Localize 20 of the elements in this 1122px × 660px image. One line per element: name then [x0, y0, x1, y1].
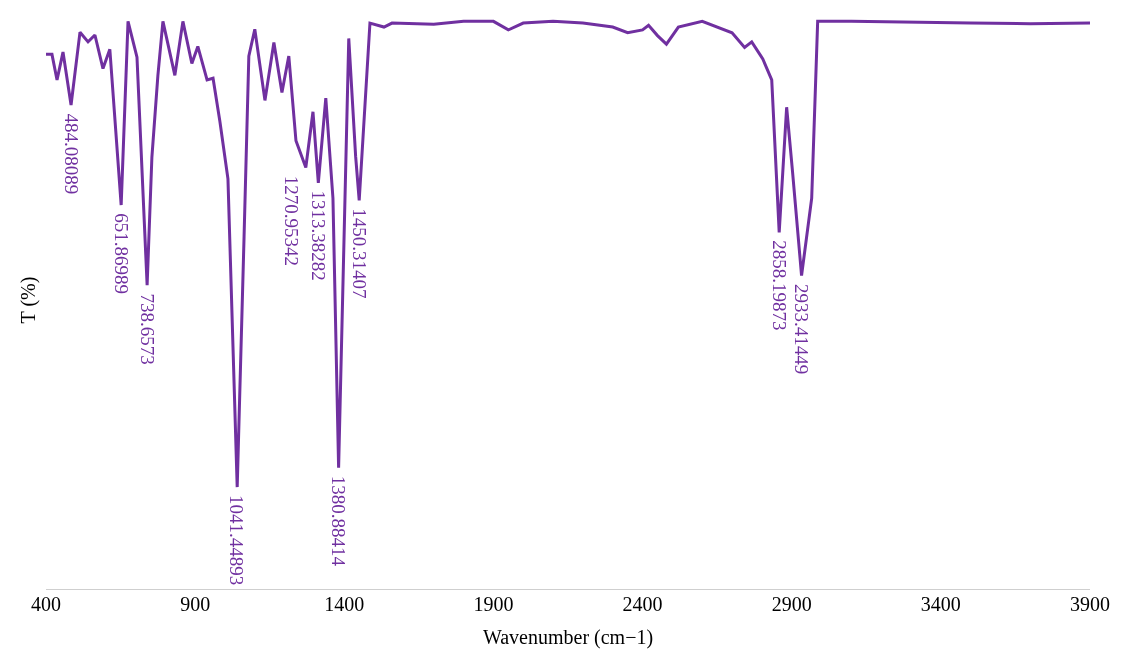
x-tick-label: 1400: [324, 593, 365, 615]
x-tick-label: 1900: [473, 593, 514, 615]
annotation: 738.6573: [136, 293, 158, 365]
x-tick-label: 3900: [1070, 593, 1110, 615]
annotation: 1450.31407: [348, 208, 370, 299]
annotation: 484.08089: [60, 113, 82, 195]
annotation: 2858.19873: [768, 240, 790, 331]
x-tick-label: 900: [180, 593, 211, 615]
x-tick-label: 400: [31, 593, 61, 615]
annotation: 1313.38282: [308, 190, 330, 281]
x-tick-label: 2900: [771, 593, 812, 615]
annotation: 1380.88414: [327, 475, 349, 567]
y-axis-title: T (%): [16, 276, 40, 324]
x-tick-label: 2400: [622, 593, 663, 615]
annotation: 2933.41449: [791, 283, 813, 375]
annotation: 1270.95342: [281, 175, 303, 266]
x-tick-label: 3400: [920, 593, 961, 615]
annotation: 651.86989: [110, 213, 132, 295]
annotation: 1041.44893: [226, 494, 248, 586]
x-axis-title: Wavenumber (cm−1): [482, 625, 654, 649]
